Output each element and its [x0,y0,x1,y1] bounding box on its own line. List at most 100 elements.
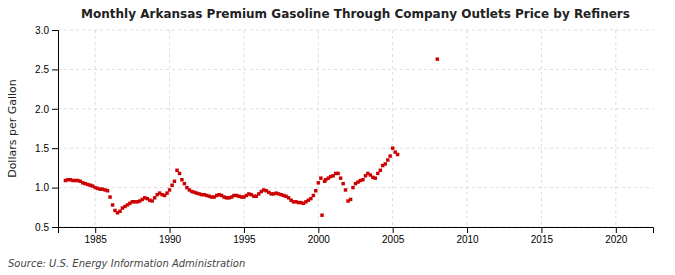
y-axis: 0.5 1.0 1.5 2.0 2.5 3.0 [35,25,58,233]
point [178,172,181,175]
point [150,199,153,202]
tick: 2005 [382,227,405,245]
tick-label: 2010 [456,234,479,245]
tick-mark [52,30,58,31]
point [173,180,176,183]
tick: 2.0 [35,104,58,115]
tick-label: 2020 [605,234,628,245]
point [374,176,377,179]
grid-line-y [58,148,653,149]
point [341,182,344,185]
tick-mark [170,227,171,233]
tick-mark [52,69,58,70]
point [165,191,168,194]
point [111,203,114,206]
point [379,169,382,172]
tick-mark [467,227,468,233]
tick: 0.5 [35,222,58,233]
tick-label: 1990 [159,234,182,245]
tick: 1.5 [35,143,58,154]
tick-mark [52,109,58,110]
point [339,176,342,179]
title: Monthly Arkansas Premium Gasoline Throug… [81,7,630,21]
point [317,181,320,184]
y-axis-label: Dollars per Gallon [6,79,19,178]
point [153,196,156,199]
axis-line [52,31,59,228]
tick: 1985 [85,227,108,245]
grid-line-x [318,30,319,227]
grid-line-y [58,30,653,31]
tick: 2015 [531,227,554,245]
tick-mark [52,227,58,228]
tick-label: 1995 [233,234,256,245]
plot-area: 1985 1990 1995 2000 2005 2010 2015 2020 0.5 1.0 1.… [35,25,653,245]
point [314,189,317,192]
point [175,169,178,172]
tick: 1.0 [35,182,58,193]
grid-line-x [615,30,616,227]
tick-mark [52,148,58,149]
point [386,158,389,161]
tick-mark [244,227,245,233]
tick-label: 1.5 [35,143,49,154]
tick-label: 2.0 [35,104,49,115]
tick: 1995 [233,227,256,245]
point [320,213,323,216]
tick-label: 2.5 [35,64,49,75]
point [336,172,339,175]
x-axis: 1985 1990 1995 2000 2005 2010 2015 2020 [59,227,654,245]
point [108,195,111,198]
tick-mark [52,188,58,189]
point [183,182,186,185]
tick-label: 2005 [382,234,405,245]
grid-line-x [392,30,393,227]
point [309,197,312,200]
tick: 3.0 [35,25,58,36]
tick: 2000 [308,227,331,245]
tick-label: 1985 [85,234,108,245]
grid-line-x [541,30,542,227]
tick-label: 3.0 [35,25,49,36]
points [64,57,439,216]
grid-line-y [58,187,653,188]
tick: 2.5 [35,64,58,75]
grid-line-x [169,30,170,227]
point [391,146,394,149]
chart: 1985 1990 1995 2000 2005 2010 2015 2020 0.5 1.0 1.… [0,0,675,275]
point [388,154,391,157]
point [361,178,364,181]
point [319,176,322,179]
point [384,162,387,165]
tick-mark [393,227,394,233]
point [106,189,109,192]
source-note: Source: U.S. Energy Information Administ… [8,258,245,269]
grid [58,30,653,227]
grid-line-y [58,108,653,109]
point [170,184,173,187]
grid-line-x [95,30,96,227]
tick-label: 1.0 [35,182,49,193]
tick: 2010 [456,227,479,245]
tick-label: 0.5 [35,222,49,233]
tick-mark [95,227,96,233]
point [436,57,439,60]
point [312,194,315,197]
tick-mark [616,227,617,233]
point [349,198,352,201]
tick: 2020 [605,227,628,245]
grid-line-x [467,30,468,227]
tick-mark [541,227,542,233]
tick-label: 2015 [531,234,554,245]
point [344,188,347,191]
point [396,153,399,156]
axis-line [59,228,654,234]
point [180,178,183,181]
point [118,210,121,213]
point [168,188,171,191]
tick: 1990 [159,227,182,245]
grid-line-y [58,69,653,70]
tick-mark [318,227,319,233]
tick-label: 2000 [308,234,331,245]
point [376,172,379,175]
